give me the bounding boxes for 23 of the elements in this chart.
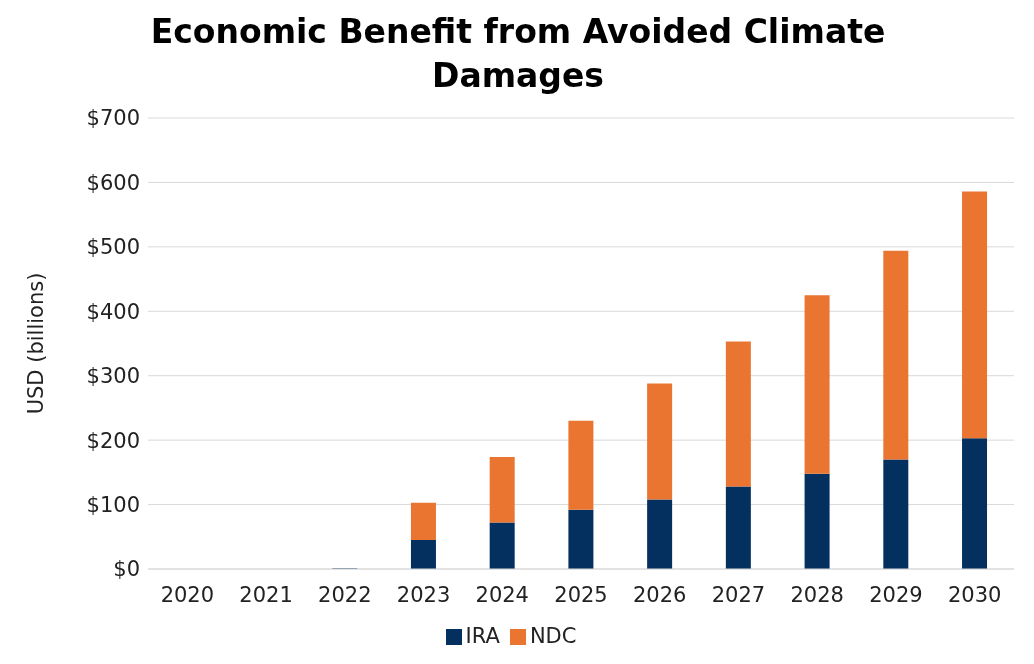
y-tick-label: $100 xyxy=(86,493,140,518)
legend-label: IRA xyxy=(465,624,500,648)
x-tick-label: 2020 xyxy=(160,582,215,607)
y-tick-label: $0 xyxy=(113,557,140,582)
y-tick-label: $500 xyxy=(86,235,140,260)
x-tick-label: 2022 xyxy=(318,582,372,607)
y-tick-label: $700 xyxy=(86,106,140,131)
x-tick-label: 2023 xyxy=(396,582,451,607)
x-tick-label: 2030 xyxy=(947,582,1002,607)
x-tick-label: 2025 xyxy=(554,582,608,607)
y-axis-title: USD (billions) xyxy=(24,272,49,415)
y-tick-label: $600 xyxy=(86,170,140,195)
x-tick-label: 2021 xyxy=(239,582,293,607)
y-tick-label: $300 xyxy=(86,364,140,389)
x-tick-label: 2029 xyxy=(869,582,923,607)
x-tick-label: 2026 xyxy=(633,582,687,607)
chart-title: Economic Benefit from Avoided Climate Damages xyxy=(149,11,887,97)
y-tick-label: $200 xyxy=(86,428,140,453)
y-tick-label: $400 xyxy=(86,299,140,324)
x-tick-label: 2028 xyxy=(790,582,844,607)
legend-label: NDC xyxy=(529,624,577,648)
x-tick-label: 2024 xyxy=(475,582,529,607)
x-tick-label: 2027 xyxy=(711,582,766,607)
